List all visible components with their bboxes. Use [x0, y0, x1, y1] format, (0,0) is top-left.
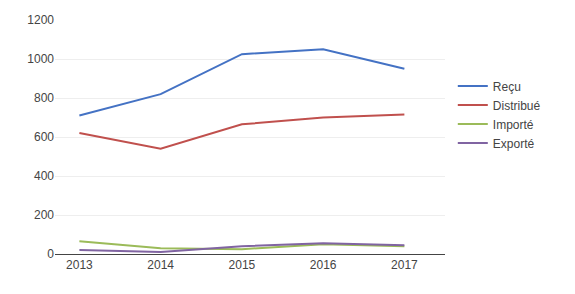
svg-text:Distribué: Distribué: [493, 99, 541, 113]
svg-text:2017: 2017: [391, 258, 418, 272]
svg-text:400: 400: [34, 169, 54, 183]
svg-text:1000: 1000: [27, 52, 54, 66]
svg-text:200: 200: [34, 208, 54, 222]
svg-text:1200: 1200: [27, 13, 54, 27]
svg-text:2015: 2015: [229, 258, 256, 272]
svg-text:600: 600: [34, 130, 54, 144]
svg-text:2013: 2013: [66, 258, 93, 272]
svg-text:2014: 2014: [147, 258, 174, 272]
svg-text:0: 0: [47, 247, 54, 261]
svg-text:2016: 2016: [310, 258, 337, 272]
svg-text:Exporté: Exporté: [493, 137, 535, 151]
svg-text:Importé: Importé: [493, 118, 534, 132]
svg-text:Reçu: Reçu: [493, 80, 521, 94]
svg-text:800: 800: [34, 91, 54, 105]
